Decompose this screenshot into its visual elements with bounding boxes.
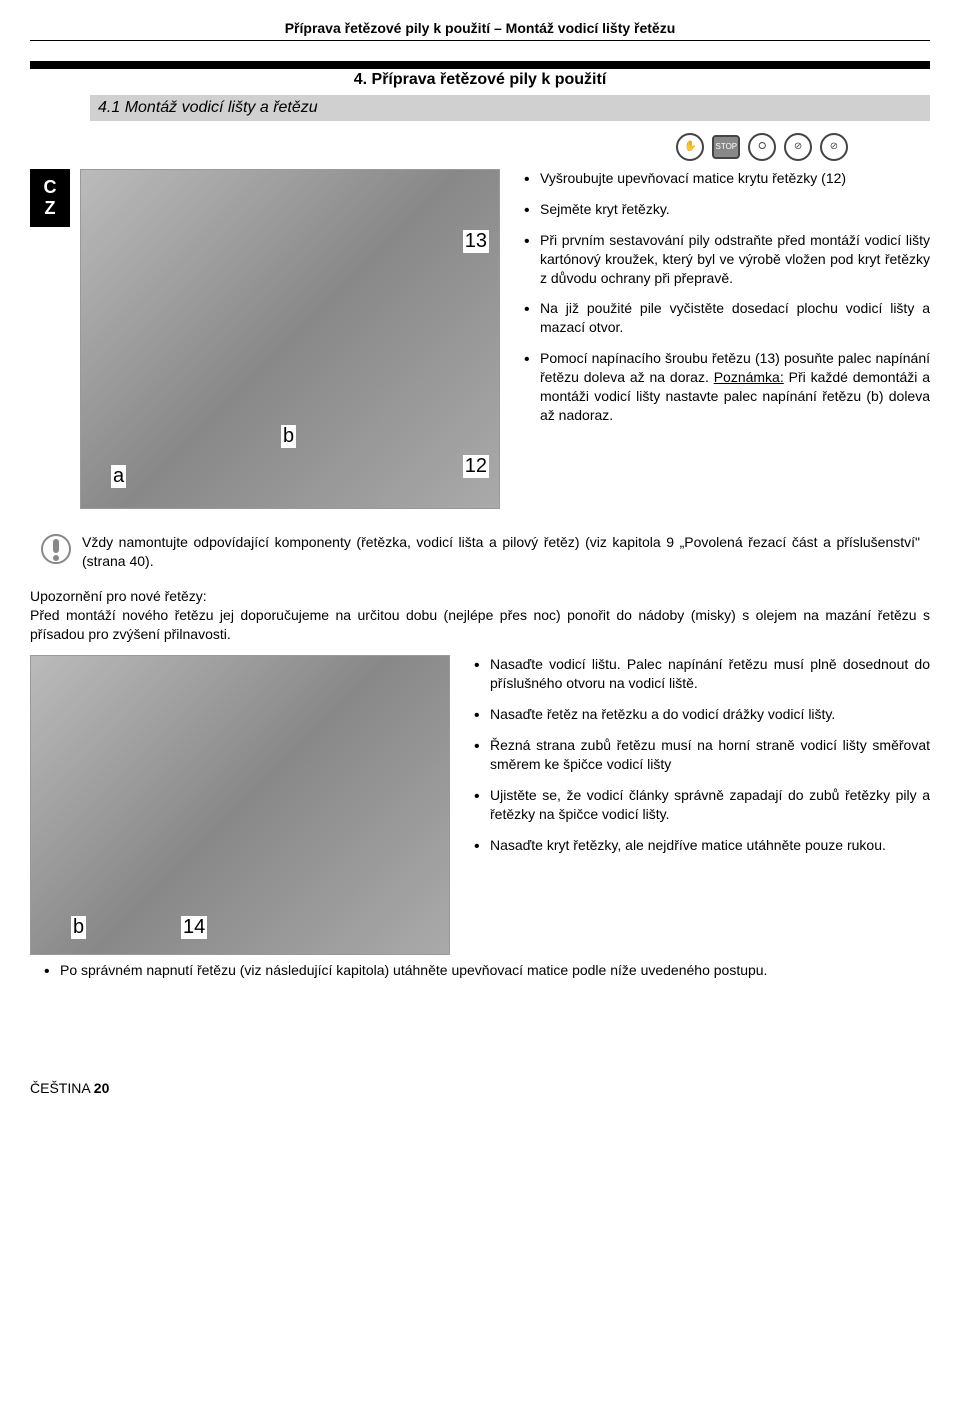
page-header: Příprava řetězové pily k použití – Montá… <box>30 20 930 41</box>
instruction-list-3: Po správném napnutí řetězu (viz následuj… <box>40 961 920 980</box>
prohibit-icon-1: ⊘ <box>784 133 812 161</box>
instruction-list-2: Nasaďte vodicí lištu. Palec napínání řet… <box>470 655 930 854</box>
list-item: Pomocí napínacího šroubu řetězu (13) pos… <box>520 349 930 425</box>
list-item: Vyšroubujte upevňovací matice krytu řetě… <box>520 169 930 188</box>
list-item: Po správném napnutí řetězu (viz následuj… <box>40 961 920 980</box>
footer-page-number: 20 <box>94 1080 110 1096</box>
list-item: Ujistěte se, že vodicí články správně za… <box>470 786 930 824</box>
figure-2-chain-diagram: b 14 <box>30 655 450 955</box>
glove-icon: ✋ <box>676 133 704 161</box>
section-title: 4. Příprava řetězové pily k použití <box>30 71 930 89</box>
list-item: Řezná strana zubů řetězu musí na horní s… <box>470 736 930 774</box>
list-item: Nasaďte řetěz na řetězku a do vodicí drá… <box>470 705 930 724</box>
list-item: Nasaďte kryt řetězky, ale nejdříve matic… <box>470 836 930 855</box>
footer-language: ČEŠTINA <box>30 1080 90 1096</box>
figure-1-chainsaw-diagram: a b 12 13 <box>80 169 500 509</box>
prohibit-icon-2: ⊘ <box>820 133 848 161</box>
warning-icon <box>40 533 72 565</box>
list-item: Na již použité pile vyčistěte dosedací p… <box>520 299 930 337</box>
fig1-label-a: a <box>111 465 126 488</box>
subsection-title: 4.1 Montáž vodicí lišty a řetězu <box>90 95 930 121</box>
note-label: Poznámka: <box>714 369 784 385</box>
list-item: Při prvním sestavování pily odstraňte př… <box>520 231 930 288</box>
safety-icons-row: ✋ STOP ⭘ ⊘ ⊘ <box>30 133 930 161</box>
list-item: Sejměte kryt řetězky. <box>520 200 930 219</box>
list-item: Nasaďte vodicí lištu. Palec napínání řet… <box>470 655 930 693</box>
socket-icon: ⭘ <box>748 133 776 161</box>
fig1-label-12: 12 <box>463 455 489 478</box>
fig2-label-14: 14 <box>181 916 207 939</box>
instruction-list-1: Vyšroubujte upevňovací matice krytu řetě… <box>520 169 930 425</box>
new-chain-note: Upozornění pro nové řetězy: Před montáží… <box>30 587 930 644</box>
fig1-label-b: b <box>281 425 296 448</box>
page-footer: ČEŠTINA 20 <box>30 1080 930 1096</box>
fig2-label-b: b <box>71 916 86 939</box>
stop-icon: STOP <box>712 135 740 159</box>
section-title-black-bar <box>30 61 930 69</box>
fig1-label-13: 13 <box>463 230 489 253</box>
language-badge: C Z <box>30 169 70 227</box>
warning-text: Vždy namontujte odpovídající komponenty … <box>82 533 920 571</box>
